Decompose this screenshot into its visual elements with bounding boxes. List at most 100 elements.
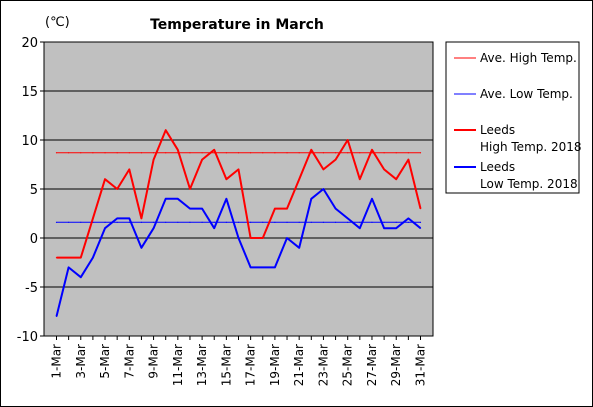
data-point [189, 221, 191, 223]
data-point [286, 221, 288, 223]
data-point [116, 221, 118, 223]
data-point [189, 188, 191, 190]
data-point [177, 221, 179, 223]
data-point [383, 227, 385, 229]
data-point [189, 208, 191, 210]
data-point [359, 178, 361, 180]
data-point [165, 152, 167, 154]
data-point [213, 227, 215, 229]
y-tick-label: -5 [25, 281, 38, 296]
data-point [262, 237, 264, 239]
data-point [177, 149, 179, 151]
data-point [55, 315, 58, 317]
x-tick-label: 17-Mar [244, 344, 258, 386]
x-tick-label: 31-Mar [414, 344, 428, 386]
data-point [213, 149, 215, 151]
data-point [201, 152, 203, 154]
data-point [104, 227, 106, 229]
data-point [140, 152, 143, 154]
data-point [152, 152, 155, 154]
data-point [237, 152, 240, 154]
x-tick-label: 23-Mar [316, 344, 330, 386]
data-point [140, 217, 143, 219]
data-point [322, 168, 325, 170]
legend-label: Ave. Low Temp. [480, 87, 573, 101]
data-point [298, 178, 300, 180]
data-point [250, 221, 252, 223]
x-tick-label: 15-Mar [219, 344, 233, 386]
data-point [347, 152, 349, 154]
data-point [395, 227, 397, 229]
data-point [407, 159, 409, 161]
data-point [383, 221, 385, 223]
data-point [383, 152, 385, 154]
data-point [68, 221, 70, 223]
data-point [201, 208, 203, 210]
data-point [128, 168, 130, 170]
data-point [347, 217, 349, 219]
data-point [116, 152, 118, 154]
data-point [140, 221, 143, 223]
y-tick-label: 0 [30, 232, 38, 247]
y-tick-label: 10 [21, 134, 38, 149]
data-point [359, 221, 361, 223]
data-point [286, 152, 288, 154]
legend-label: Leeds [480, 160, 515, 174]
data-point [201, 221, 203, 223]
x-tick-label: 21-Mar [292, 344, 306, 386]
data-point [213, 221, 215, 223]
x-tick-label: 7-Mar [122, 344, 136, 379]
data-point [80, 257, 82, 259]
data-point [371, 221, 373, 223]
x-tick-label: 5-Mar [98, 344, 112, 379]
data-point [225, 178, 227, 180]
data-point [395, 152, 397, 154]
data-point [80, 276, 82, 278]
data-point [274, 221, 276, 223]
data-point [322, 221, 325, 223]
data-point [322, 152, 325, 154]
data-point [371, 198, 373, 200]
data-point [250, 152, 252, 154]
data-point [262, 266, 264, 268]
data-point [237, 237, 240, 239]
data-point [201, 159, 203, 161]
data-point [250, 237, 252, 239]
data-point [359, 227, 361, 229]
data-point [128, 217, 130, 219]
data-point [262, 221, 264, 223]
data-point [165, 198, 167, 200]
data-point [225, 152, 227, 154]
data-point [104, 221, 106, 223]
data-point [140, 247, 143, 249]
data-point [237, 221, 240, 223]
x-tick-label: 3-Mar [74, 344, 88, 379]
data-point [334, 221, 337, 223]
x-tick-label: 9-Mar [147, 344, 161, 379]
data-point [92, 257, 94, 259]
legend-label: Leeds [480, 123, 515, 137]
data-point [152, 227, 155, 229]
data-point [274, 208, 276, 210]
data-point [407, 221, 409, 223]
data-point [165, 129, 167, 131]
y-tick-label: 15 [21, 85, 38, 100]
chart-title: Temperature in March [150, 17, 324, 33]
data-point [310, 198, 312, 200]
data-point [189, 152, 191, 154]
data-point [225, 198, 227, 200]
data-point [419, 227, 422, 229]
data-point [250, 266, 252, 268]
data-point [55, 257, 58, 259]
data-point [310, 221, 312, 223]
data-point [80, 221, 82, 223]
data-point [116, 188, 118, 190]
y-tick-label: -10 [17, 330, 38, 345]
x-tick-label: 27-Mar [365, 344, 379, 386]
data-point [334, 152, 337, 154]
plot-area: 20 15 10 5 0 -5 -10 1-Mar 3-Mar 5-Mar 7-Mar 9-Mar 11… [17, 36, 434, 386]
legend-label: Low Temp. 2018 [480, 177, 578, 191]
legend: Ave. High Temp. Ave. Low Temp. Leeds High T… [445, 41, 582, 194]
data-point [68, 152, 70, 154]
x-tick-label: 1-Mar [50, 344, 64, 379]
